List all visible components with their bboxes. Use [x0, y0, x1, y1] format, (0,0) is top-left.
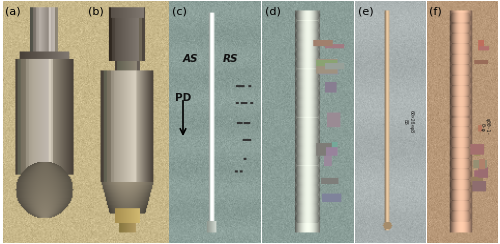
Text: 60×20×φ8
88: 60×20×φ8 88 [403, 111, 413, 133]
Text: φ00-1-
0-φ: φ00-1- 0-φ [480, 118, 490, 135]
Text: (d): (d) [265, 6, 281, 16]
Text: PD: PD [174, 93, 191, 103]
Text: (e): (e) [358, 6, 373, 16]
Text: RS: RS [222, 54, 238, 64]
Text: (a): (a) [5, 6, 20, 16]
Text: (c): (c) [172, 6, 187, 16]
Text: AS: AS [183, 54, 198, 64]
Text: (b): (b) [88, 6, 104, 16]
Text: (f): (f) [429, 6, 442, 16]
